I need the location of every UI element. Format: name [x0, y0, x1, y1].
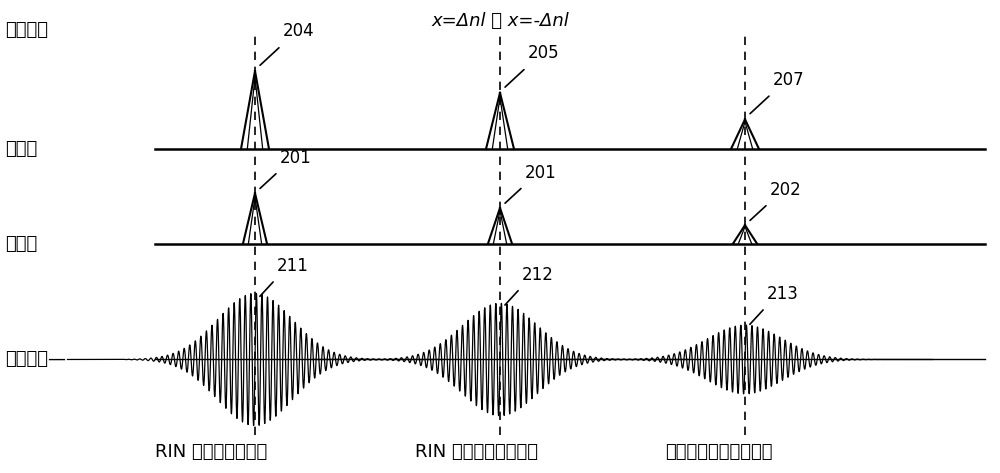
Text: 扫描光程: 扫描光程: [5, 21, 48, 39]
Text: 211: 211: [277, 257, 309, 275]
Text: 204: 204: [283, 22, 315, 40]
Text: 201: 201: [280, 149, 312, 167]
Text: 207: 207: [773, 70, 805, 88]
Text: 213: 213: [767, 285, 799, 303]
Text: 202: 202: [770, 181, 802, 199]
Text: RIN 噪声接近散粒噪声: RIN 噪声接近散粒噪声: [415, 443, 538, 461]
Text: 干涉信号—: 干涉信号—: [5, 350, 66, 368]
Text: 212: 212: [522, 266, 554, 284]
Text: 201: 201: [525, 164, 557, 182]
Text: x=Δnl 或 x=-Δnl: x=Δnl 或 x=-Δnl: [431, 12, 569, 30]
Text: RIN 噪声为主要噪声: RIN 噪声为主要噪声: [155, 443, 267, 461]
Text: 扫描臂: 扫描臂: [5, 140, 37, 158]
Text: 电路热噪声为主要噪声: 电路热噪声为主要噪声: [665, 443, 772, 461]
Text: 固定臂: 固定臂: [5, 235, 37, 253]
Text: 205: 205: [528, 44, 560, 62]
